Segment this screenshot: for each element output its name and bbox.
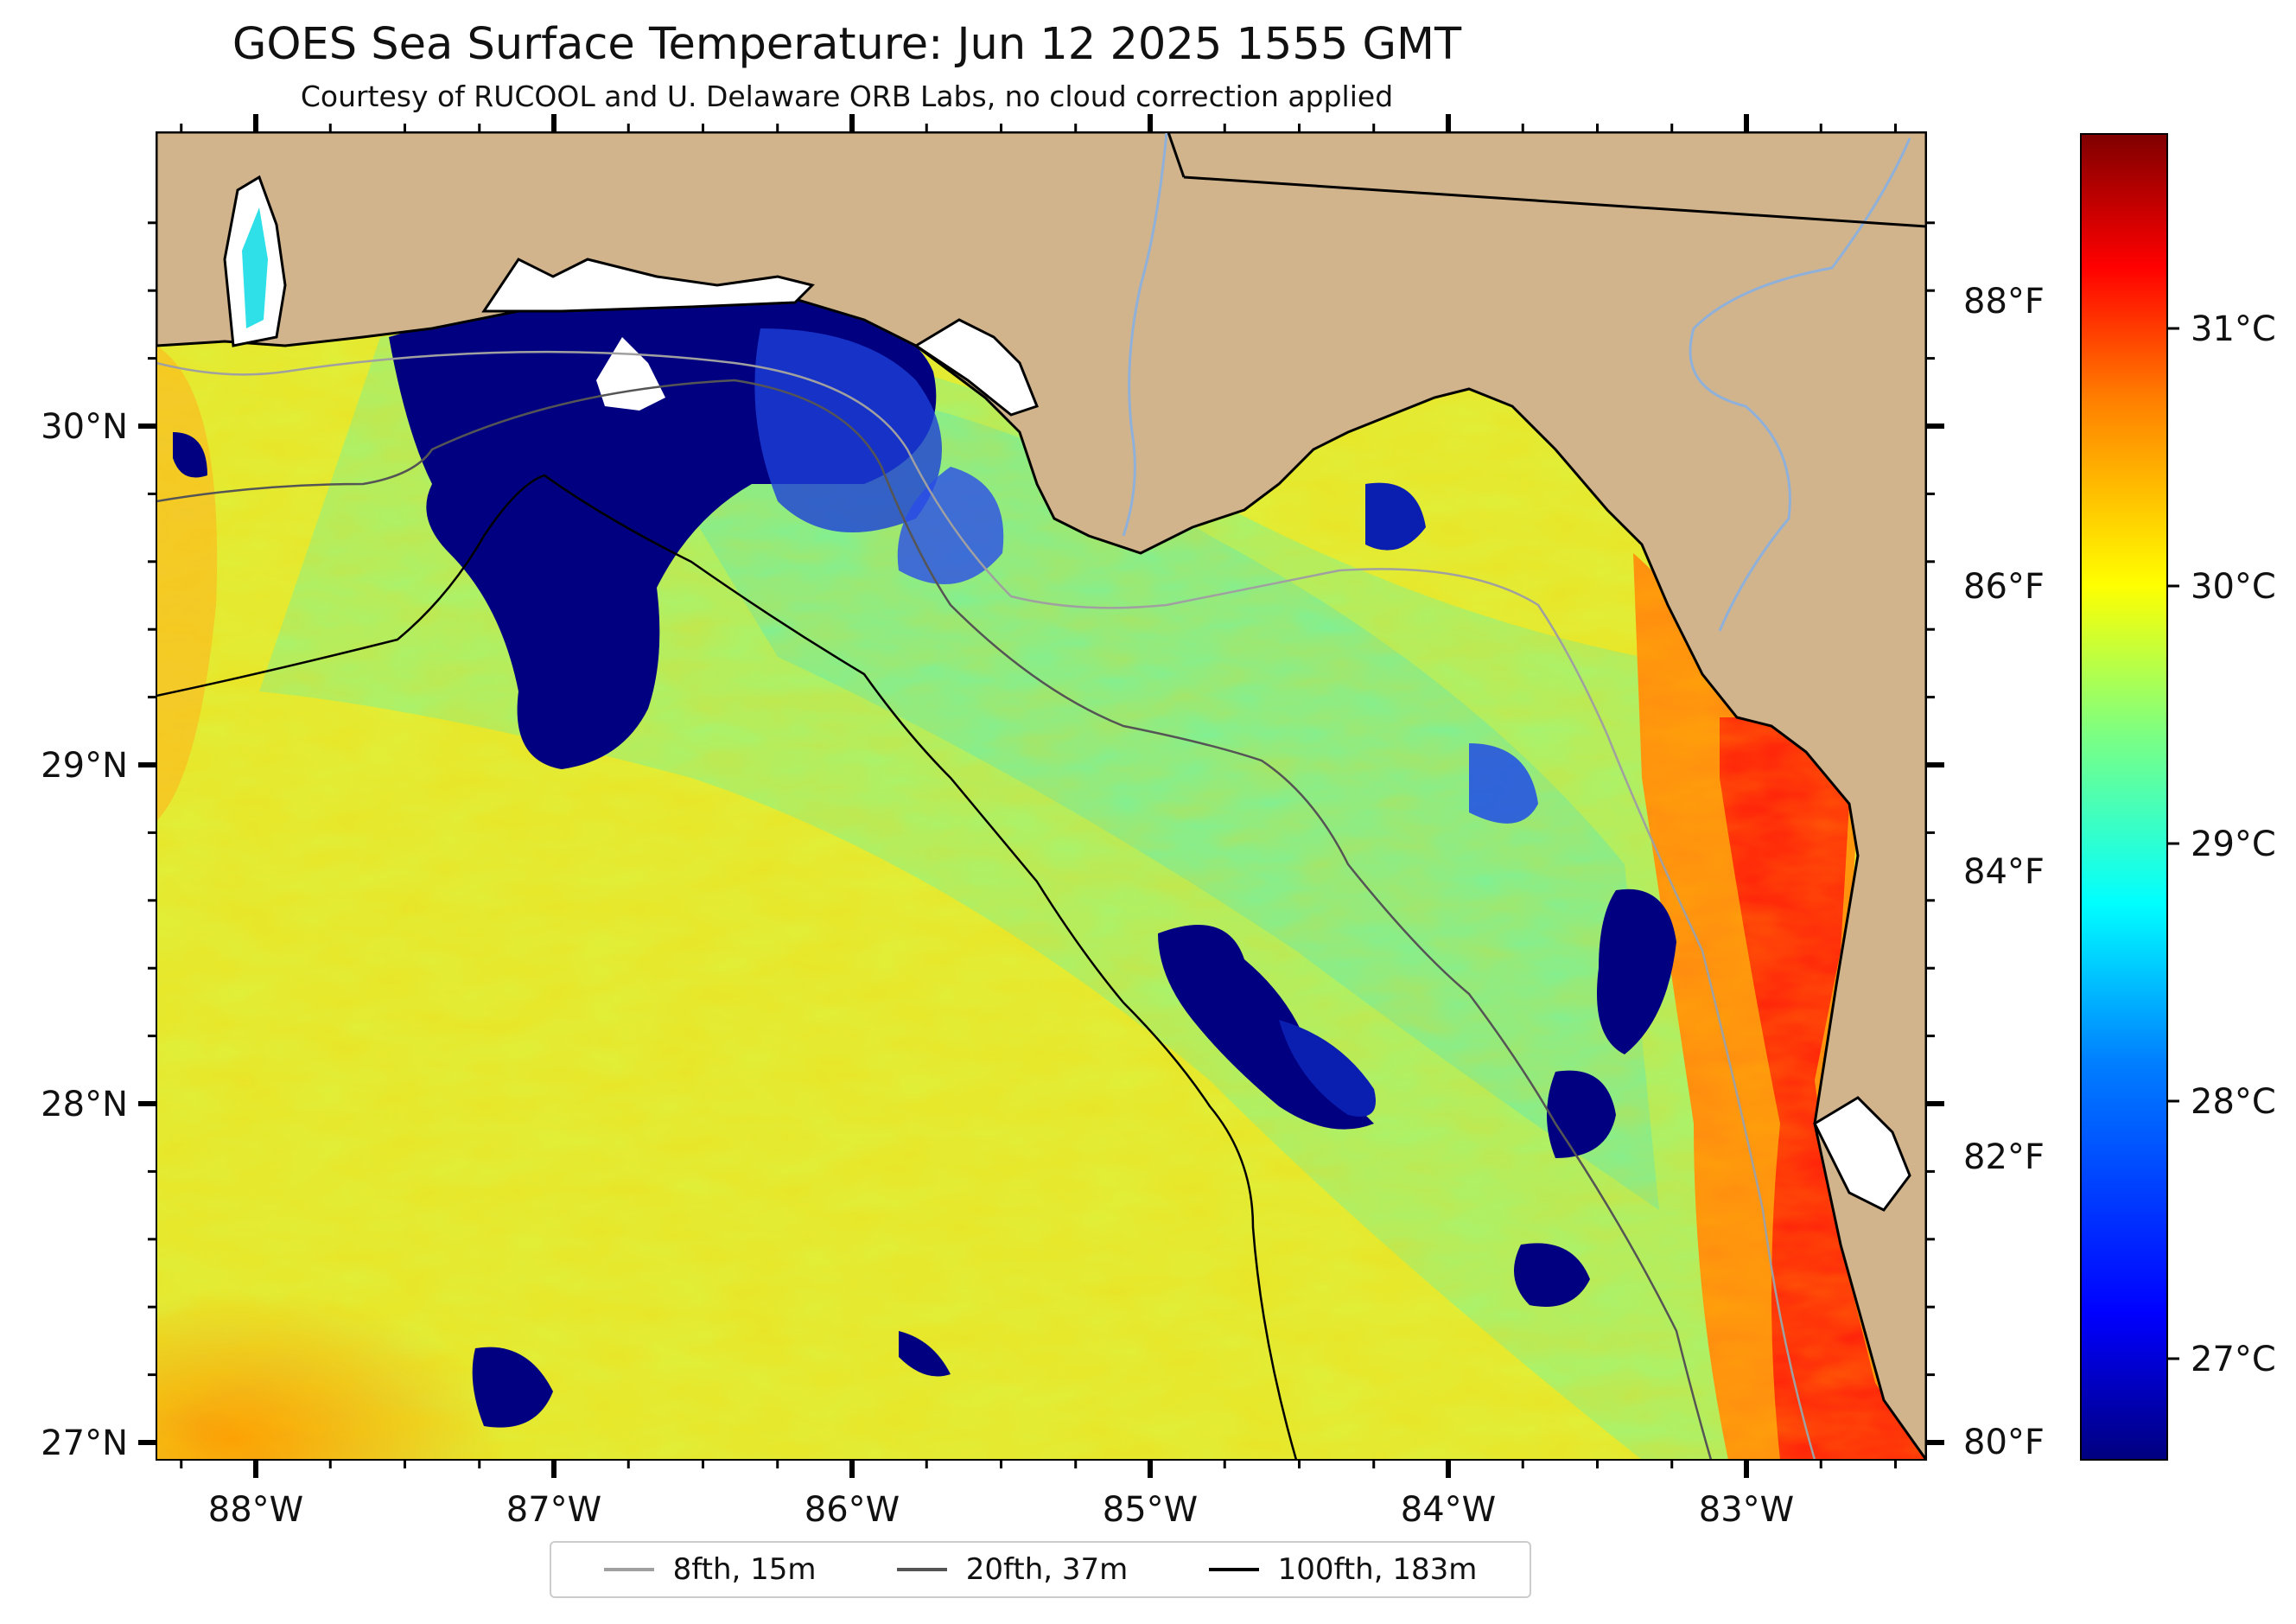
celsius-tick-label: 31°C [2191, 309, 2276, 349]
mobile-bay-water [242, 207, 268, 328]
x-tick-label: 85°W [1103, 1490, 1198, 1530]
x-tick-label: 87°W [506, 1490, 601, 1530]
cold-patch-west [173, 432, 207, 478]
legend-label: 8fth, 15m [672, 1552, 817, 1587]
isobath-8fth [156, 350, 1816, 1460]
map-title: GOES Sea Surface Temperature: Jun 12 202… [232, 19, 1462, 70]
x-tick-label: 86°W [805, 1490, 900, 1530]
cold-patch-sw [472, 1347, 553, 1428]
y-tick-label: 28°N [41, 1085, 128, 1124]
suwannee-river [1689, 137, 1911, 632]
cold-patch-ne-2 [1469, 743, 1538, 824]
legend-item: 20fth, 37m [896, 1552, 1129, 1587]
cold-patch-south [899, 1331, 951, 1377]
x-tick-label: 88°W [208, 1490, 303, 1530]
fahrenheit-tick-label: 84°F [1963, 852, 2045, 892]
fahrenheit-tick-label: 80°F [1963, 1423, 2045, 1462]
map-subtitle: Courtesy of RUCOOL and U. Delaware ORB L… [300, 80, 1394, 113]
legend-item: 8fth, 15m [603, 1552, 817, 1587]
minor-ticks [148, 124, 1935, 1468]
state-boundary-2 [1167, 132, 1186, 178]
map-frame [156, 131, 1927, 1461]
map-area [156, 132, 1926, 1460]
cold-eddy [897, 467, 1004, 584]
cold-patch-east-1 [1597, 888, 1676, 1054]
st-joseph-bay [913, 318, 1039, 417]
tampa-bay [1813, 1096, 1911, 1212]
legend-label: 100fth, 183m [1277, 1552, 1478, 1587]
colorbar [2080, 133, 2168, 1461]
legend-swatch-20fth [896, 1568, 947, 1571]
celsius-tick-label: 28°C [2191, 1082, 2276, 1122]
coastal-bays [481, 258, 815, 313]
colorbar-ticks [2167, 327, 2179, 1360]
x-tick-label: 83°W [1699, 1490, 1794, 1530]
isobath-legend: 8fth, 15m 20fth, 37m 100fth, 183m [550, 1541, 1531, 1598]
cloud-gap [596, 337, 665, 411]
legend-item: 100fth, 183m [1208, 1552, 1478, 1587]
celsius-tick-label: 30°C [2191, 567, 2276, 607]
cold-plume-fringe [754, 328, 942, 532]
celsius-tick-label: 29°C [2191, 825, 2276, 864]
isobath-20fth [156, 379, 1713, 1460]
y-tick-label: 30°N [41, 407, 128, 447]
cold-patch-mid-2 [1279, 1020, 1376, 1117]
celsius-tick-label: 27°C [2191, 1340, 2276, 1379]
legend-swatch-8fth [603, 1568, 654, 1571]
fahrenheit-tick-label: 86°F [1963, 567, 2045, 607]
legend-label: 20fth, 37m [965, 1552, 1129, 1587]
cold-patch-east-3 [1514, 1243, 1590, 1307]
isobath-100fth [156, 474, 1298, 1460]
y-tick-label: 29°N [41, 746, 128, 786]
state-boundary [1183, 175, 1926, 228]
fahrenheit-tick-label: 88°F [1963, 282, 2045, 322]
fahrenheit-tick-label: 82°F [1963, 1137, 2045, 1177]
x-tick-label: 84°W [1401, 1490, 1496, 1530]
y-tick-label: 27°N [41, 1423, 128, 1463]
apalachicola-river [1122, 132, 1168, 537]
cold-patch-ne-1 [1365, 482, 1426, 551]
legend-swatch-100fth [1208, 1568, 1259, 1571]
